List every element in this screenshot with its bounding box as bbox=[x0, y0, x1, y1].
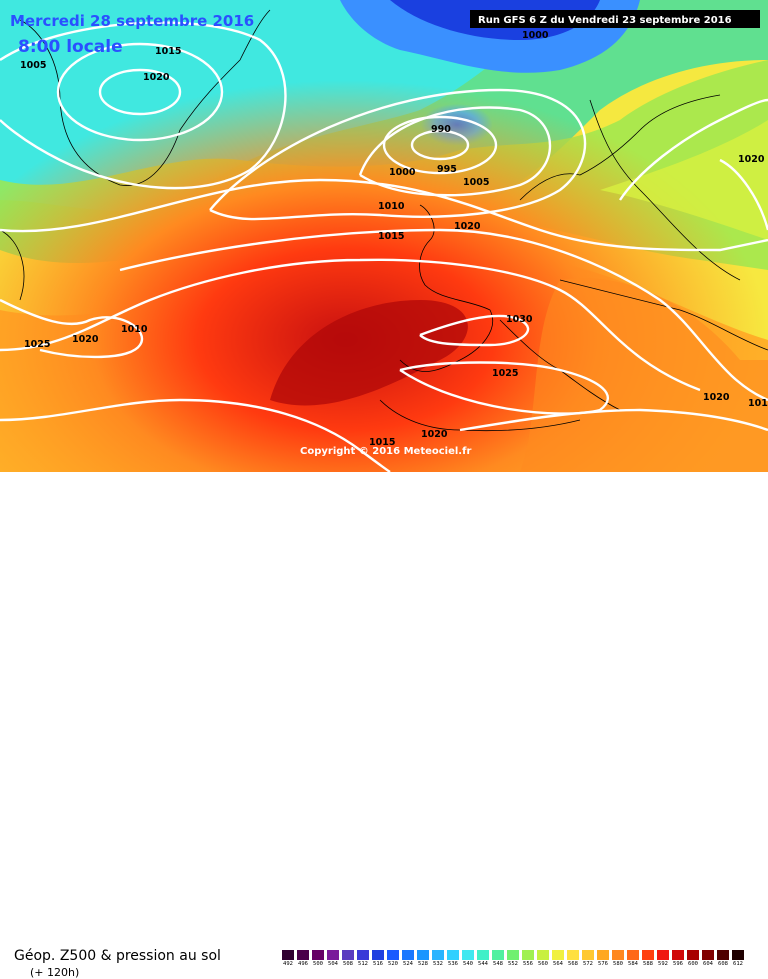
scale-tick: 560 bbox=[538, 961, 548, 967]
valid-date: Mercredi 28 septembre 2016 bbox=[10, 12, 254, 30]
isobar-label: 995 bbox=[437, 164, 457, 175]
scale-tick: 516 bbox=[373, 961, 383, 967]
isobar-label: 1010 bbox=[378, 201, 405, 212]
scale-swatch bbox=[297, 950, 309, 960]
scale-tick: 612 bbox=[733, 961, 743, 967]
scale-swatch bbox=[462, 950, 474, 960]
scale-swatch bbox=[402, 950, 414, 960]
isobar-label: 1025 bbox=[492, 368, 518, 379]
scale-tick: 496 bbox=[298, 961, 308, 967]
scale-tick: 608 bbox=[718, 961, 728, 967]
scale-swatch bbox=[537, 950, 549, 960]
scale-swatch bbox=[732, 950, 744, 960]
scale-swatch bbox=[552, 950, 564, 960]
scale-swatch bbox=[357, 950, 369, 960]
scale-swatch bbox=[582, 950, 594, 960]
scale-swatch bbox=[492, 950, 504, 960]
isobar-label: 1020 bbox=[703, 392, 730, 403]
isobar-label: 101 bbox=[748, 398, 768, 409]
scale-tick: 568 bbox=[568, 961, 578, 967]
scale-tick: 492 bbox=[283, 961, 293, 967]
scale-swatch bbox=[372, 950, 384, 960]
scale-swatch bbox=[567, 950, 579, 960]
isobar-label: 1015 bbox=[155, 46, 181, 57]
scale-tick: 552 bbox=[508, 961, 518, 967]
scale-swatch bbox=[477, 950, 489, 960]
east-yellow-zone bbox=[600, 120, 768, 240]
scale-tick: 500 bbox=[313, 961, 323, 967]
isobar-label: 1020 bbox=[738, 154, 765, 165]
isobar-label: 1000 bbox=[389, 167, 416, 178]
scale-swatch bbox=[342, 950, 354, 960]
scale-swatch bbox=[327, 950, 339, 960]
scale-swatch bbox=[612, 950, 624, 960]
scale-tick: 504 bbox=[328, 961, 338, 967]
scale-swatch bbox=[597, 950, 609, 960]
scale-tick: 584 bbox=[628, 961, 638, 967]
scale-tick: 596 bbox=[673, 961, 683, 967]
scale-swatch bbox=[702, 950, 714, 960]
scale-tick: 580 bbox=[613, 961, 623, 967]
isobar-label: 1020 bbox=[143, 72, 170, 83]
scale-tick: 520 bbox=[388, 961, 398, 967]
isobar-label: 1020 bbox=[72, 334, 99, 345]
scale-swatch bbox=[717, 950, 729, 960]
scale-swatch bbox=[507, 950, 519, 960]
scale-swatch bbox=[417, 950, 429, 960]
scale-tick: 588 bbox=[643, 961, 653, 967]
scale-swatch bbox=[687, 950, 699, 960]
scale-tick: 576 bbox=[598, 961, 608, 967]
scale-tick: 540 bbox=[463, 961, 473, 967]
chart-title: Géop. Z500 & pression au sol bbox=[14, 948, 221, 964]
scale-swatch bbox=[432, 950, 444, 960]
isobar-label: 1020 bbox=[454, 221, 481, 232]
isobar-label: 1025 bbox=[24, 339, 50, 350]
isobar-label: 1030 bbox=[506, 314, 533, 325]
isobar-label: 1005 bbox=[463, 177, 489, 188]
scale-tick: 528 bbox=[418, 961, 428, 967]
scale-tick: 508 bbox=[343, 961, 353, 967]
isobar-label: 1015 bbox=[378, 231, 404, 242]
run-info: Run GFS 6 Z du Vendredi 23 septembre 201… bbox=[478, 15, 732, 26]
isobar-label: 1015 bbox=[369, 437, 395, 448]
scale-tick: 572 bbox=[583, 961, 593, 967]
isobar-label: 1000 bbox=[522, 30, 549, 41]
forecast-lead: (+ 120h) bbox=[30, 966, 80, 979]
isobars bbox=[0, 21, 768, 472]
scale-tick: 604 bbox=[703, 961, 713, 967]
scale-swatch bbox=[522, 950, 534, 960]
legend-bar: Géop. Z500 & pression au sol (+ 120h) 49… bbox=[0, 472, 768, 979]
scale-swatch bbox=[672, 950, 684, 960]
scale-swatch bbox=[282, 950, 294, 960]
run-box bbox=[470, 10, 760, 28]
scale-tick: 532 bbox=[433, 961, 443, 967]
scale-tick: 512 bbox=[358, 961, 368, 967]
scale-swatch bbox=[657, 950, 669, 960]
scale-tick: 556 bbox=[523, 961, 533, 967]
isobar-label: 990 bbox=[431, 124, 451, 135]
copyright: Copyright © 2016 Meteociel.fr bbox=[300, 446, 471, 457]
east-warm-zone bbox=[520, 278, 768, 472]
scale-tick: 548 bbox=[493, 961, 503, 967]
scale-tick: 592 bbox=[658, 961, 668, 967]
scale-swatch bbox=[387, 950, 399, 960]
scale-tick: 564 bbox=[553, 961, 563, 967]
isobar-label: 1005 bbox=[20, 60, 46, 71]
isobar-label: 1010 bbox=[121, 324, 148, 335]
scale-tick: 524 bbox=[403, 961, 413, 967]
map-canvas: 1005 1015 1020 990 995 1000 1005 1000 10… bbox=[0, 0, 768, 472]
scale-tick: 544 bbox=[478, 961, 488, 967]
isobar-label: 1020 bbox=[421, 429, 448, 440]
scale-swatch bbox=[312, 950, 324, 960]
ridge-core bbox=[270, 300, 468, 406]
scale-swatch bbox=[627, 950, 639, 960]
scale-tick: 600 bbox=[688, 961, 698, 967]
valid-time: 8:00 locale bbox=[18, 37, 123, 57]
scale-tick: 536 bbox=[448, 961, 458, 967]
scale-swatch bbox=[642, 950, 654, 960]
scale-swatch bbox=[447, 950, 459, 960]
